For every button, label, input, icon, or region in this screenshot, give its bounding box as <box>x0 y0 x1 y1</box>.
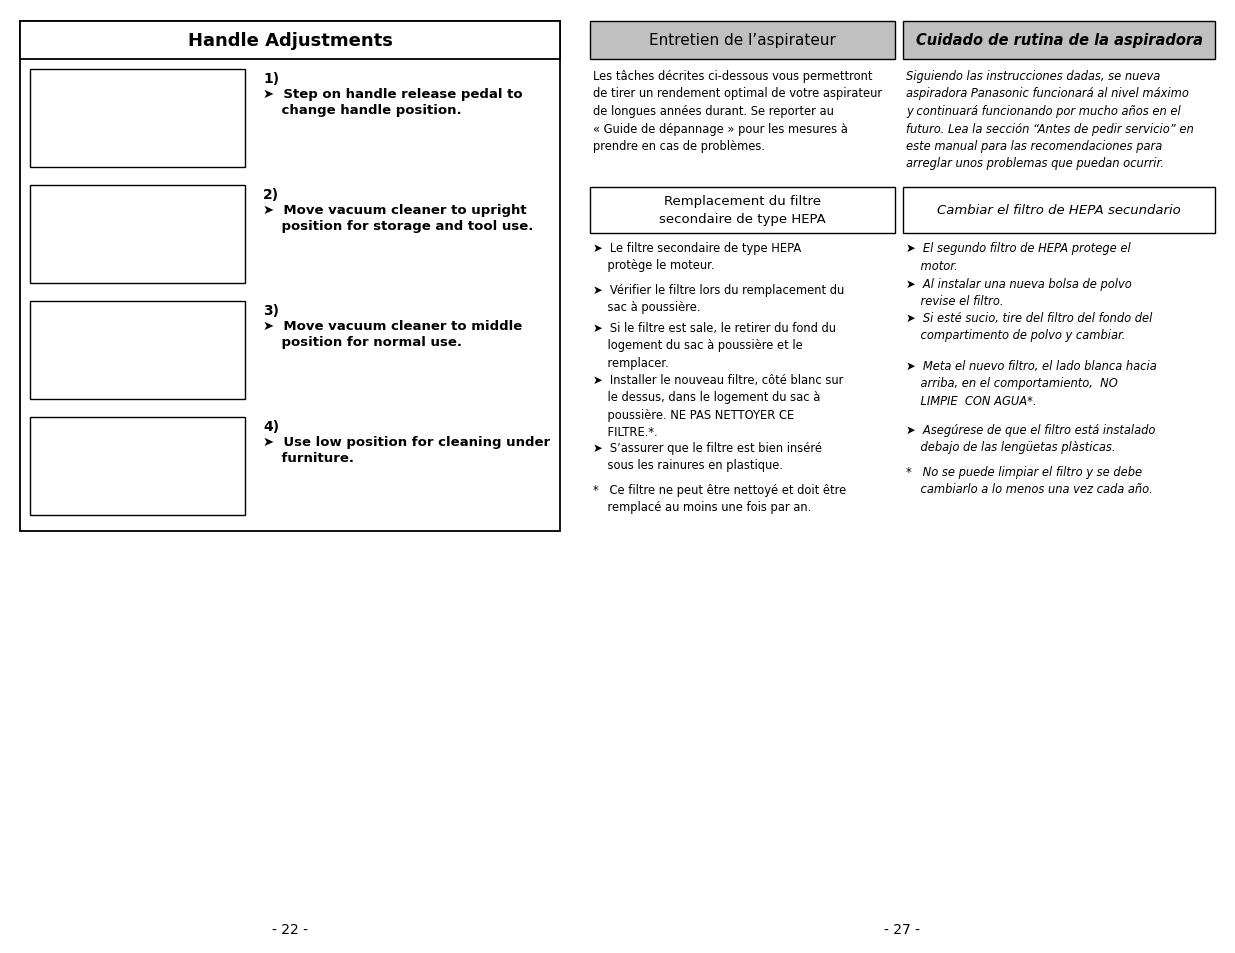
Bar <box>20 22 559 60</box>
Text: 4): 4) <box>263 419 279 434</box>
Text: furniture.: furniture. <box>263 452 354 464</box>
Text: ➤  Installer le nouveau filtre, côté blanc sur
    le dessus, dans le logement d: ➤ Installer le nouveau filtre, côté blan… <box>593 374 844 439</box>
Text: Les tâches décrites ci-dessous vous permettront
de tirer un rendement optimal de: Les tâches décrites ci-dessous vous perm… <box>593 70 882 152</box>
Text: Handle Adjustments: Handle Adjustments <box>188 32 393 50</box>
Bar <box>30 302 245 399</box>
Text: Entretien de l’aspirateur: Entretien de l’aspirateur <box>650 33 836 49</box>
Bar <box>903 22 1215 60</box>
Bar <box>590 188 895 233</box>
Bar <box>30 186 245 284</box>
Text: *   Ce filtre ne peut être nettoyé et doit être
    remplacé au moins une fois p: * Ce filtre ne peut être nettoyé et doit… <box>593 483 846 514</box>
Text: Cuidado de rutina de la aspiradora: Cuidado de rutina de la aspiradora <box>915 33 1203 49</box>
Text: 1): 1) <box>263 71 279 86</box>
Text: ➤  Le filtre secondaire de type HEPA
    protège le moteur.: ➤ Le filtre secondaire de type HEPA prot… <box>593 242 802 273</box>
Text: Cambiar el filtro de HEPA secundario: Cambiar el filtro de HEPA secundario <box>937 204 1181 217</box>
Text: ➤  Move vacuum cleaner to upright: ➤ Move vacuum cleaner to upright <box>263 204 526 216</box>
Text: ➤  Step on handle release pedal to: ➤ Step on handle release pedal to <box>263 88 522 101</box>
Text: ➤  Asegúrese de que el filtro está instalado
    debajo de las lengüetas plàstic: ➤ Asegúrese de que el filtro está instal… <box>906 423 1156 454</box>
Text: change handle position.: change handle position. <box>263 104 462 117</box>
Text: *   No se puede limpiar el filtro y se debe
    cambiarlo a lo menos una vez cad: * No se puede limpiar el filtro y se deb… <box>906 465 1152 496</box>
Text: Remplacement du filtre
secondaire de type HEPA: Remplacement du filtre secondaire de typ… <box>659 195 826 226</box>
Text: 3): 3) <box>263 304 279 317</box>
Text: ➤  Move vacuum cleaner to middle: ➤ Move vacuum cleaner to middle <box>263 319 522 333</box>
Text: ➤  Meta el nuevo filtro, el lado blanca hacia
    arriba, en el comportamiento, : ➤ Meta el nuevo filtro, el lado blanca h… <box>906 359 1157 408</box>
Text: ➤  Vérifier le filtre lors du remplacement du
    sac à poussière.: ➤ Vérifier le filtre lors du remplacemen… <box>593 284 845 314</box>
Text: 2): 2) <box>263 188 279 202</box>
Bar <box>20 22 559 532</box>
Text: ➤  El segundo filtro de HEPA protege el
    motor.: ➤ El segundo filtro de HEPA protege el m… <box>906 242 1131 273</box>
Bar <box>903 188 1215 233</box>
Text: ➤  Al instalar una nueva bolsa de polvo
    revise el filtro.: ➤ Al instalar una nueva bolsa de polvo r… <box>906 277 1131 308</box>
Text: ➤  Si le filtre est sale, le retirer du fond du
    logement du sac à poussière : ➤ Si le filtre est sale, le retirer du f… <box>593 322 836 370</box>
Text: - 22 -: - 22 - <box>272 923 308 936</box>
Text: ➤  Use low position for cleaning under: ➤ Use low position for cleaning under <box>263 436 550 449</box>
Text: position for normal use.: position for normal use. <box>263 335 462 349</box>
Bar <box>30 70 245 168</box>
Text: ➤  S’assurer que le filtre est bien inséré
    sous les rainures en plastique.: ➤ S’assurer que le filtre est bien insér… <box>593 441 823 472</box>
Bar <box>30 417 245 516</box>
Text: - 27 -: - 27 - <box>884 923 920 936</box>
Text: position for storage and tool use.: position for storage and tool use. <box>263 220 534 233</box>
Bar <box>590 22 895 60</box>
Text: Siguiendo las instrucciones dadas, se nueva
aspiradora Panasonic funcionará al n: Siguiendo las instrucciones dadas, se nu… <box>906 70 1194 171</box>
Text: ➤  Si esté sucio, tire del filtro del fondo del
    compartimento de polvo y cam: ➤ Si esté sucio, tire del filtro del fon… <box>906 312 1152 342</box>
